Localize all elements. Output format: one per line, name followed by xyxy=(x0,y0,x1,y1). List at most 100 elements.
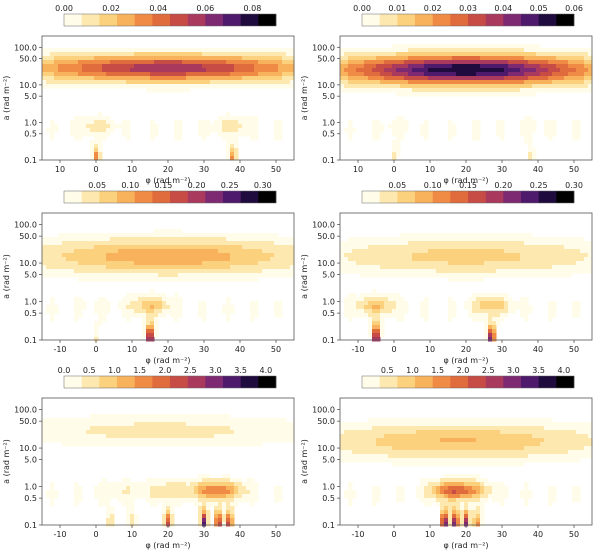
heatmap-cell xyxy=(404,265,409,270)
colorbar-swatch xyxy=(81,376,100,388)
heatmap-cell xyxy=(580,422,585,427)
heatmap-cell xyxy=(250,265,255,270)
heatmap-cell xyxy=(170,257,175,262)
heatmap-cell xyxy=(432,56,437,61)
heatmap-cell xyxy=(110,430,115,435)
heatmap-cell xyxy=(146,442,151,447)
heatmap-cell xyxy=(572,68,577,73)
heatmap-cell xyxy=(412,52,417,57)
heatmap-cell xyxy=(150,88,155,93)
heatmap-cell xyxy=(234,140,239,145)
heatmap-cell xyxy=(250,494,255,499)
heatmap-cell xyxy=(150,478,155,483)
heatmap-cell xyxy=(150,52,155,57)
heatmap-cell xyxy=(548,430,553,435)
heatmap-cell xyxy=(444,76,449,81)
heatmap-cell xyxy=(226,152,231,157)
heatmap-cell xyxy=(432,64,437,69)
heatmap-cell xyxy=(396,265,401,270)
heatmap-cell xyxy=(106,301,111,306)
heatmap-cell xyxy=(440,56,445,61)
heatmap-cell xyxy=(396,148,401,153)
heatmap-cell xyxy=(118,482,123,487)
heatmap-cell xyxy=(166,56,171,61)
heatmap-cell xyxy=(368,76,373,81)
heatmap-cell xyxy=(98,265,103,270)
heatmap-cell xyxy=(512,241,517,246)
heatmap-cell xyxy=(472,132,477,137)
heatmap-cell xyxy=(476,277,481,282)
heatmap-cell xyxy=(190,430,195,435)
heatmap-cell xyxy=(234,498,239,503)
heatmap-cell xyxy=(138,293,143,298)
heatmap-cell xyxy=(580,56,585,61)
heatmap-cell xyxy=(488,273,493,278)
colorbar-tick-label: 0.05 xyxy=(88,181,106,190)
heatmap-cell xyxy=(396,245,401,250)
heatmap-cell xyxy=(536,241,541,246)
heatmap-cell xyxy=(170,522,175,527)
heatmap-cell xyxy=(380,297,385,302)
heatmap-cell xyxy=(274,249,279,254)
heatmap-cell xyxy=(202,132,207,137)
heatmap-cell xyxy=(162,309,167,314)
heatmap-cell xyxy=(266,418,271,423)
heatmap-cell xyxy=(254,277,259,282)
heatmap-cell xyxy=(90,60,95,65)
heatmap-cell xyxy=(412,426,417,431)
heatmap-cell xyxy=(484,88,489,93)
heatmap-cell xyxy=(178,414,183,419)
heatmap-cell xyxy=(222,522,227,527)
heatmap-cell xyxy=(186,233,191,238)
x-tick-label: 20 xyxy=(461,165,471,174)
heatmap-cell xyxy=(568,253,573,258)
heatmap-cell xyxy=(182,277,187,282)
heatmap-cell xyxy=(58,265,63,270)
heatmap-cell xyxy=(356,261,361,266)
heatmap-cell xyxy=(250,482,255,487)
heatmap-cell xyxy=(50,269,55,274)
heatmap-cell xyxy=(198,269,203,274)
heatmap-cell xyxy=(420,80,425,85)
heatmap-cell xyxy=(142,261,147,266)
heatmap-cell xyxy=(568,76,573,81)
heatmap-cell xyxy=(456,80,461,85)
heatmap-cell xyxy=(572,128,577,133)
heatmap-cell xyxy=(178,261,183,266)
heatmap-cell xyxy=(420,92,425,97)
heatmap-cell xyxy=(194,261,199,266)
heatmap-cell xyxy=(202,438,207,443)
heatmap-cell xyxy=(468,76,473,81)
heatmap-cell xyxy=(532,152,537,157)
heatmap-cell xyxy=(536,430,541,435)
heatmap-cell xyxy=(416,426,421,431)
heatmap-cell xyxy=(118,305,123,310)
colorbar-tick-label: 0.20 xyxy=(188,181,206,190)
heatmap-cell xyxy=(166,494,171,499)
heatmap-cell xyxy=(222,84,227,89)
heatmap-cell xyxy=(282,56,287,61)
heatmap-cell xyxy=(134,249,139,254)
heatmap-cell xyxy=(400,120,405,125)
heatmap-cell xyxy=(500,422,505,427)
heatmap-cell xyxy=(58,253,63,258)
heatmap-cell xyxy=(492,88,497,93)
heatmap-cell xyxy=(548,418,553,423)
heatmap-cell xyxy=(86,273,91,278)
heatmap-cell xyxy=(392,253,397,258)
heatmap-cell xyxy=(512,88,517,93)
heatmap-cell xyxy=(512,48,517,53)
heatmap-cell xyxy=(146,60,151,65)
heatmap-cell xyxy=(444,241,449,246)
heatmap-cell xyxy=(114,237,119,242)
heatmap-cell xyxy=(230,60,235,65)
x-tick-label: 30 xyxy=(199,530,209,539)
heatmap-cell xyxy=(78,257,83,262)
heatmap-cell xyxy=(274,245,279,250)
heatmap-cell xyxy=(492,48,497,53)
heatmap-cell xyxy=(348,426,353,431)
heatmap-cell xyxy=(178,52,183,57)
heatmap-cell xyxy=(218,48,223,53)
heatmap-cell xyxy=(230,72,235,77)
heatmap-cell xyxy=(94,337,99,342)
